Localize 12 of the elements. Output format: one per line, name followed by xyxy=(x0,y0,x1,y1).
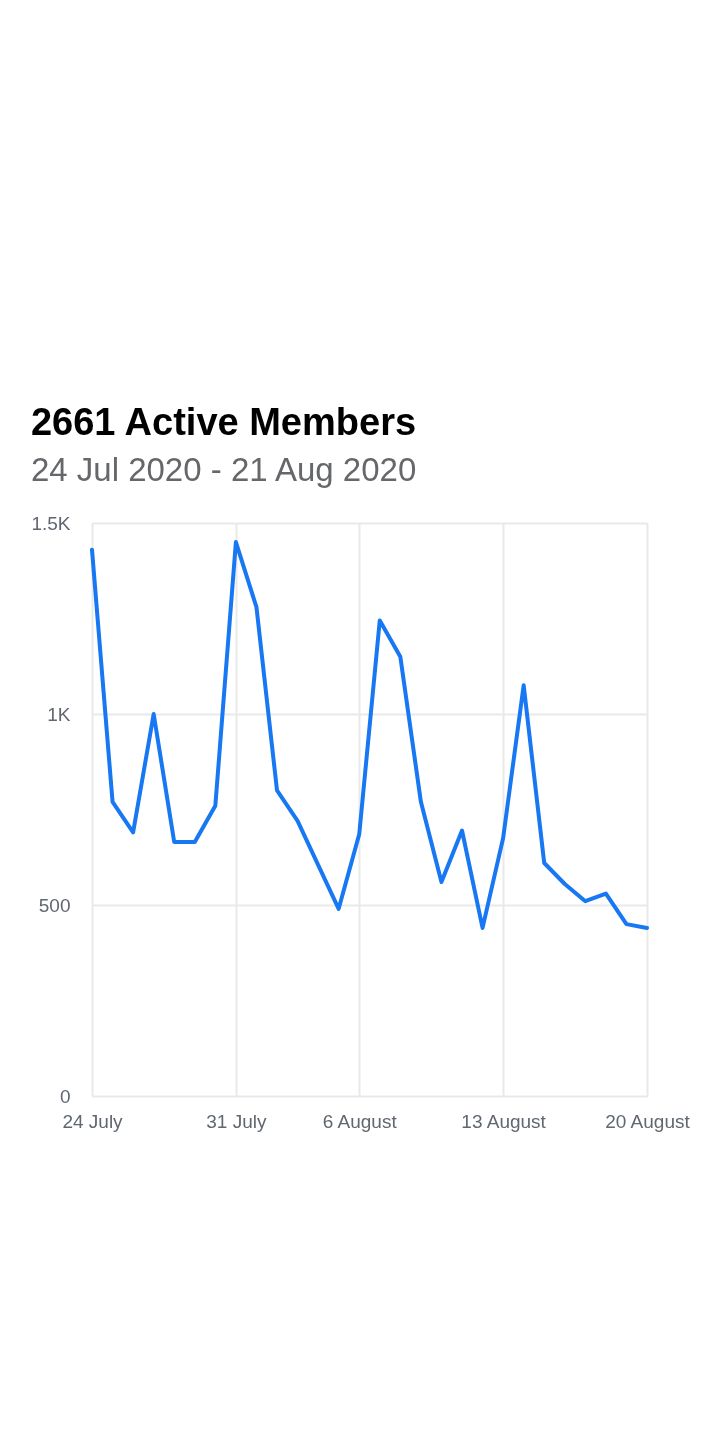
y-tick-label: 1.5K xyxy=(31,512,71,534)
x-tick-label: 31 July xyxy=(206,1110,267,1132)
x-tick-label: 20 August xyxy=(605,1110,691,1132)
x-tick-label: 13 August xyxy=(461,1110,547,1132)
x-tick-label: 24 July xyxy=(62,1110,124,1132)
line-series xyxy=(90,540,649,930)
y-tick-label: 500 xyxy=(38,894,71,916)
y-tick-label: 1K xyxy=(47,703,71,725)
y-tick-label: 0 xyxy=(59,1085,71,1107)
x-tick-label: 6 August xyxy=(322,1110,398,1132)
chart-title: 2661 Active Members xyxy=(30,401,417,443)
chart-subtitle: 24 Jul 2020 - 21 Aug 2020 xyxy=(30,451,417,488)
